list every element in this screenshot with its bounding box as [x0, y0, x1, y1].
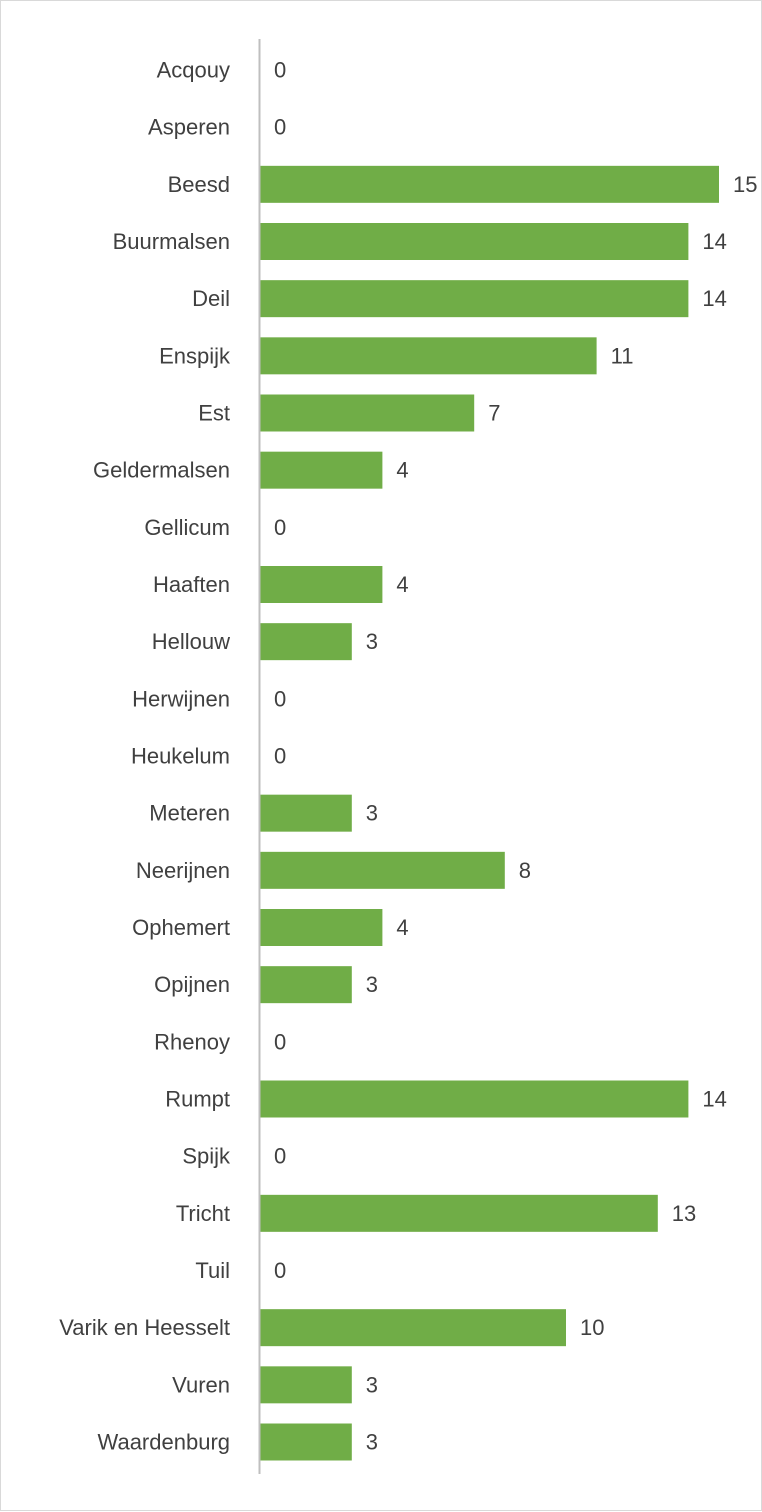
- bar-beesd: [260, 165, 719, 203]
- data-label-spijk: 0: [274, 1144, 286, 1169]
- bar-haaften: [260, 566, 383, 603]
- category-label-buurmalsen: Buurmalsen: [113, 229, 230, 254]
- category-label-rumpt: Rumpt: [165, 1087, 230, 1112]
- category-label-tuil: Tuil: [195, 1258, 230, 1283]
- labels-layer: Acqouy 0 Asperen 0 Beesd 15 Buurmalsen 14 Deil 14…: [59, 58, 757, 1455]
- data-label-acqouy: 0: [274, 58, 286, 83]
- bar-buurmalsen: [260, 223, 689, 260]
- bars-layer: [260, 165, 719, 1461]
- bar-hellouw: [260, 623, 352, 661]
- data-label-varik-en-heesselt: 10: [580, 1315, 604, 1340]
- category-label-enspijk: Enspijk: [159, 343, 231, 368]
- bar-opijnen: [260, 966, 352, 1004]
- category-label-herwijnen: Herwijnen: [132, 686, 230, 711]
- data-label-meteren: 3: [366, 801, 378, 826]
- category-label-waardenburg: Waardenburg: [98, 1430, 230, 1455]
- category-label-geldermalsen: Geldermalsen: [93, 458, 230, 483]
- category-label-spijk: Spijk: [182, 1144, 231, 1169]
- data-label-rumpt: 14: [702, 1087, 726, 1112]
- bar-enspijk: [260, 337, 597, 375]
- data-label-herwijnen: 0: [274, 686, 286, 711]
- category-label-hellouw: Hellouw: [152, 629, 230, 654]
- bar-geldermalsen: [260, 451, 383, 489]
- data-label-hellouw: 3: [366, 629, 378, 654]
- data-label-est: 7: [488, 401, 500, 426]
- data-label-tricht: 13: [672, 1201, 696, 1226]
- category-label-est: Est: [198, 401, 230, 426]
- category-label-varik-en-heesselt: Varik en Heesselt: [59, 1315, 230, 1340]
- bar-waardenburg: [260, 1423, 352, 1461]
- data-label-waardenburg: 3: [366, 1430, 378, 1455]
- category-label-neerijnen: Neerijnen: [136, 858, 230, 883]
- data-label-heukelum: 0: [274, 744, 286, 769]
- bar-varik-en-heesselt: [260, 1309, 566, 1347]
- bar-ophemert: [260, 909, 383, 946]
- category-label-vuren: Vuren: [172, 1372, 230, 1397]
- category-label-acqouy: Acqouy: [157, 58, 230, 83]
- category-label-gellicum: Gellicum: [144, 515, 230, 540]
- data-label-tuil: 0: [274, 1258, 286, 1283]
- category-label-asperen: Asperen: [148, 115, 230, 140]
- bar-meteren: [260, 794, 352, 832]
- data-label-rhenoy: 0: [274, 1029, 286, 1054]
- category-label-haaften: Haaften: [153, 572, 230, 597]
- category-label-deil: Deil: [192, 286, 230, 311]
- bar-deil: [260, 280, 689, 318]
- category-label-meteren: Meteren: [149, 801, 230, 826]
- data-label-ophemert: 4: [396, 915, 408, 940]
- data-label-buurmalsen: 14: [702, 229, 726, 254]
- bar-est: [260, 394, 475, 432]
- data-label-deil: 14: [702, 286, 726, 311]
- data-label-enspijk: 11: [611, 343, 634, 368]
- category-label-beesd: Beesd: [168, 172, 230, 197]
- data-label-opijnen: 3: [366, 972, 378, 997]
- data-label-beesd: 15: [733, 172, 757, 197]
- category-label-heukelum: Heukelum: [131, 744, 230, 769]
- data-label-gellicum: 0: [274, 515, 286, 540]
- data-label-geldermalsen: 4: [396, 458, 408, 483]
- bar-vuren: [260, 1366, 352, 1404]
- bar-neerijnen: [260, 851, 505, 889]
- data-label-haaften: 4: [396, 572, 408, 597]
- data-label-asperen: 0: [274, 115, 286, 140]
- data-label-vuren: 3: [366, 1372, 378, 1397]
- category-label-tricht: Tricht: [176, 1201, 230, 1226]
- category-label-opijnen: Opijnen: [154, 972, 230, 997]
- category-label-ophemert: Ophemert: [132, 915, 230, 940]
- bar-tricht: [260, 1194, 658, 1232]
- data-label-neerijnen: 8: [519, 858, 531, 883]
- category-label-rhenoy: Rhenoy: [154, 1029, 230, 1054]
- bar-rumpt: [260, 1080, 689, 1118]
